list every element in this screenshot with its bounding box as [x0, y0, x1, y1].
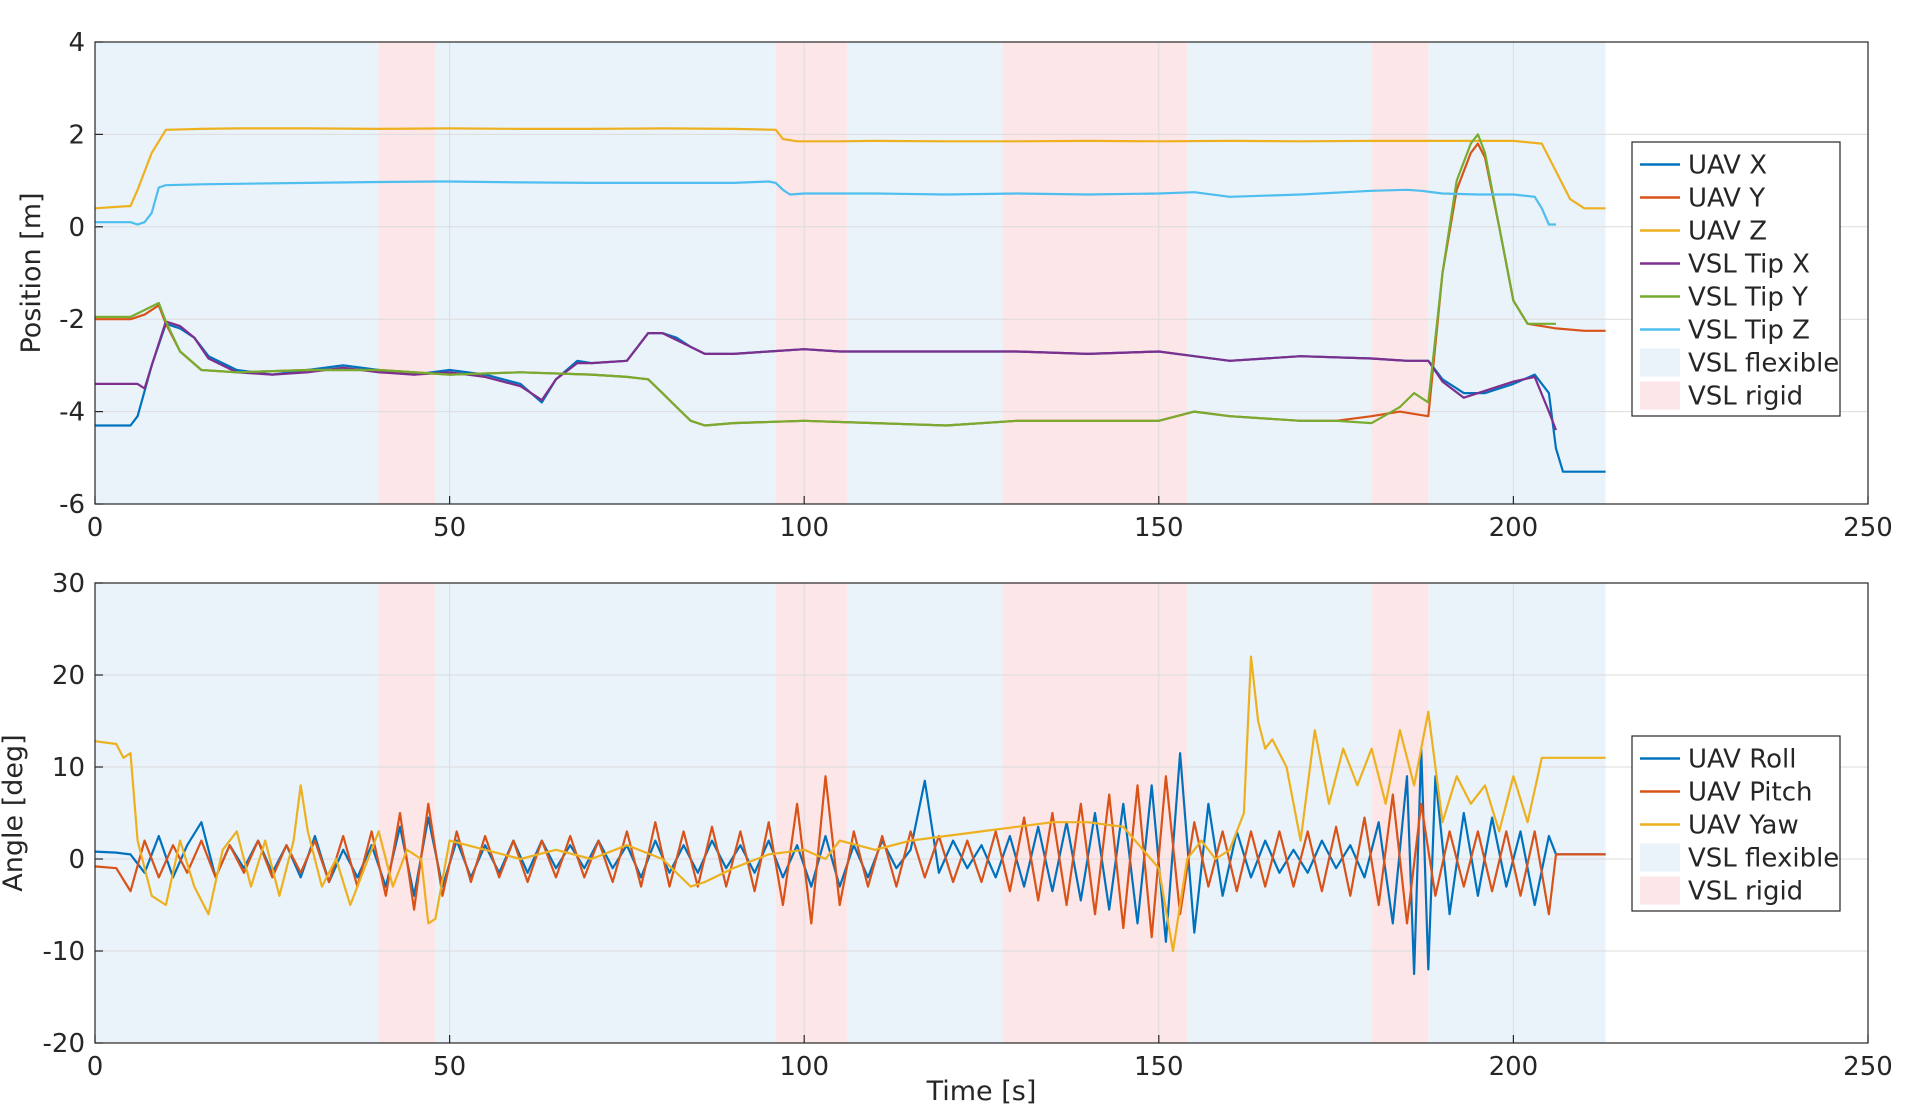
y-tick-label: 20 [52, 661, 85, 691]
x-tick-label: 200 [1489, 513, 1539, 543]
series-line-uav-yaw [94, 655, 1606, 953]
flexible-region-0 [95, 42, 379, 504]
legend-label: VSL flexible [1688, 844, 1839, 874]
x-tick-label: 50 [433, 1052, 466, 1082]
flexible-region-3 [1187, 583, 1372, 1043]
y-tick-label: 10 [52, 753, 85, 783]
legend-label: UAV X [1688, 151, 1767, 181]
y-tick-label: 0 [68, 845, 85, 875]
x-tick-label: 200 [1489, 1052, 1539, 1082]
y-tick-label: -2 [59, 305, 85, 335]
legend-label: VSL rigid [1688, 877, 1803, 907]
x-axis-label: Time [s] [926, 1076, 1037, 1107]
series-lines [94, 655, 1606, 976]
legend-patch-swatch [1640, 843, 1680, 872]
rigid-region-3 [1371, 42, 1429, 504]
flexible-region-4 [1428, 42, 1606, 504]
position-panel: 0 50 100 150 200 250 -6 -4 -2 0 2 4 Position [m] U… [16, 28, 1893, 543]
angle-panel: 0 50 100 150 200 250 -20 -10 0 10 20 30 Angle [deg… [0, 569, 1893, 1107]
flexible-region-1 [435, 42, 776, 504]
rigid-region-2 [1002, 42, 1188, 504]
y-tick-label: -20 [43, 1029, 85, 1059]
x-tick-label: 100 [779, 1052, 829, 1082]
flexible-region-0 [95, 583, 379, 1043]
rigid-region-1 [775, 583, 847, 1043]
legend-label: VSL Tip X [1688, 250, 1810, 280]
legend-label: VSL Tip Y [1688, 283, 1808, 313]
x-tick-label: 150 [1134, 513, 1184, 543]
flexible-region-2 [846, 583, 1003, 1043]
x-tick-label: 250 [1843, 513, 1893, 543]
y-tick-label: 2 [68, 120, 85, 150]
axes-frame [94, 582, 1869, 1044]
legend-label: VSL flexible [1688, 349, 1839, 379]
x-tick-label: 150 [1134, 1052, 1184, 1082]
series-line-vsl-tip-y [95, 133, 1556, 427]
region-bands [95, 42, 1606, 504]
y-tick-label: 0 [68, 213, 85, 243]
y-axis-label: Position [m] [16, 192, 47, 353]
x-tick-label: 50 [433, 513, 466, 543]
rigid-region-0 [378, 42, 436, 504]
flexible-region-3 [1187, 42, 1372, 504]
y-tick-label: -10 [43, 937, 85, 967]
y-tick-label: 30 [52, 569, 85, 599]
x-tick-label: 250 [1843, 1052, 1893, 1082]
x-tick-labels: 0 50 100 150 200 250 [87, 1052, 1893, 1082]
legend-patch-swatch [1640, 381, 1680, 410]
x-tick-label: 100 [779, 513, 829, 543]
flexible-region-4 [1428, 583, 1606, 1043]
flexible-region-1 [435, 583, 776, 1043]
legend-label: UAV Y [1688, 184, 1765, 214]
rigid-region-1 [775, 42, 847, 504]
y-tick-label: -4 [59, 398, 85, 428]
y-tick-labels: -6 -4 -2 0 2 4 [59, 28, 85, 520]
legend-patch-swatch [1640, 876, 1680, 905]
legend-patch-swatch [1640, 348, 1680, 377]
y-axis-label: Angle [deg] [0, 734, 29, 891]
y-tick-label: -6 [59, 490, 85, 520]
series-line-vsl-tip-z [95, 180, 1556, 226]
legend-label: UAV Z [1688, 217, 1767, 247]
legend-label: UAV Pitch [1688, 778, 1813, 808]
series-lines [94, 127, 1606, 473]
y-tick-labels: -20 -10 0 10 20 30 [43, 569, 85, 1059]
series-line-uav-z [94, 127, 1606, 210]
legend-label: UAV Yaw [1688, 811, 1799, 841]
region-bands [95, 583, 1606, 1043]
flexible-region-2 [846, 42, 1003, 504]
axes-frame [94, 41, 1869, 505]
legend-label: VSL rigid [1688, 382, 1803, 412]
y-tick-label: 4 [68, 28, 85, 58]
x-tick-labels: 0 50 100 150 200 250 [87, 513, 1893, 543]
legend-label: VSL Tip Z [1688, 316, 1810, 346]
x-tick-label: 0 [87, 513, 104, 543]
series-line-uav-pitch [94, 775, 1606, 939]
legend-label: UAV Roll [1688, 745, 1796, 775]
x-tick-label: 0 [87, 1052, 104, 1082]
